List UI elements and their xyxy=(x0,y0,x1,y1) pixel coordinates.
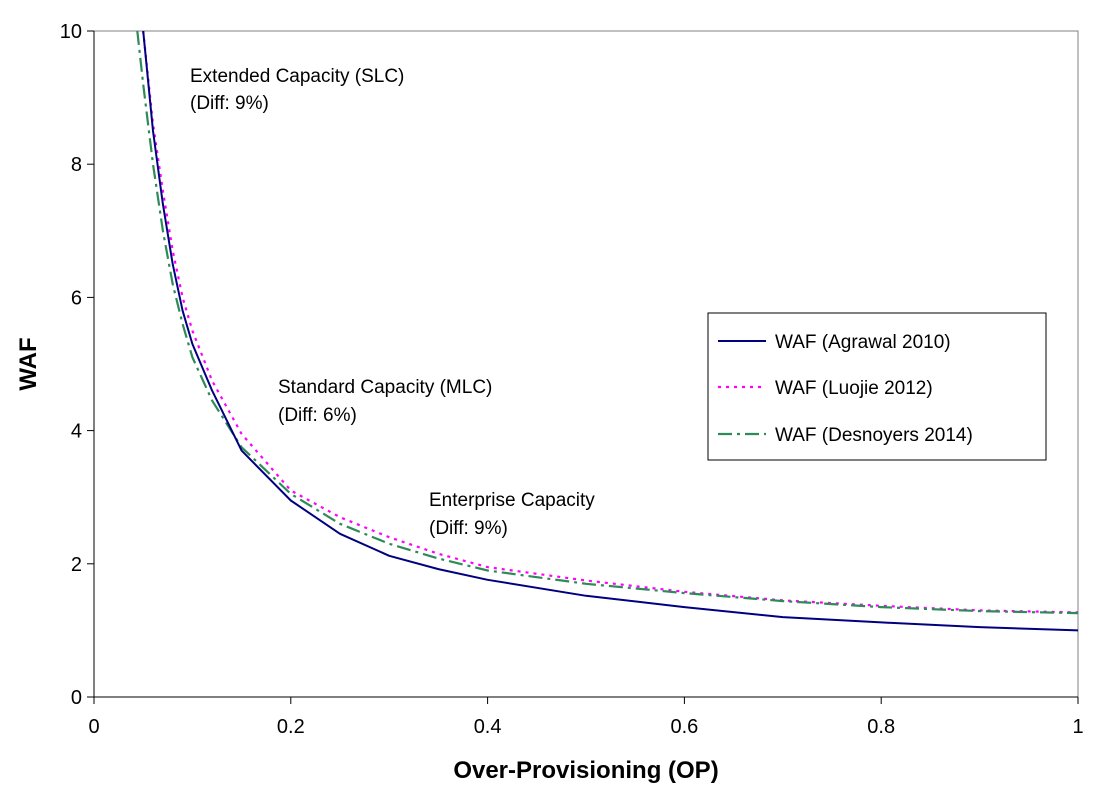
y-tick-label: 6 xyxy=(71,287,82,309)
legend-box xyxy=(707,312,1047,461)
x-tick-label: 0.2 xyxy=(277,716,305,738)
x-tick-label: 0.8 xyxy=(867,716,895,738)
y-tick-label: 2 xyxy=(71,554,82,576)
annotation-line: Standard Capacity (MLC) xyxy=(278,377,492,398)
y-axis-ticks: 0 2 4 6 8 10 xyxy=(60,21,95,709)
x-tick-label: 0 xyxy=(88,716,99,738)
annotation-standard-capacity: Standard Capacity (MLC) (Diff: 6%) xyxy=(278,377,492,426)
annotation-line: Extended Capacity (SLC) xyxy=(190,66,404,87)
annotation-line: Enterprise Capacity xyxy=(429,490,595,511)
annotation-extended-capacity: Extended Capacity (SLC) (Diff: 9%) xyxy=(190,66,404,114)
legend-label-desnoyers: WAF (Desnoyers 2014) xyxy=(775,425,973,446)
legend-label-luojie: WAF (Luojie 2012) xyxy=(775,378,933,399)
x-tick-label: 1 xyxy=(1072,716,1083,738)
y-tick-label: 8 xyxy=(71,154,82,176)
series-layer xyxy=(136,30,1079,632)
annotation-line: (Diff: 6%) xyxy=(278,405,357,426)
x-axis-title: Over-Provisioning (OP) xyxy=(453,757,718,784)
series-line-agrawal xyxy=(142,30,1079,632)
legend-label-agrawal: WAF (Agrawal 2010) xyxy=(775,332,951,353)
annotation-line: (Diff: 9%) xyxy=(429,518,508,539)
y-tick-label: 10 xyxy=(60,21,82,43)
y-tick-label: 0 xyxy=(71,687,82,709)
x-tick-label: 0.4 xyxy=(474,716,502,738)
legend: WAF (Agrawal 2010) WAF (Luojie 2012) WAF… xyxy=(707,312,1047,461)
series-line-desnoyers xyxy=(136,30,1079,615)
x-axis-ticks: 0 0.2 0.4 0.6 0.8 1 xyxy=(88,696,1084,738)
annotation-enterprise-capacity: Enterprise Capacity (Diff: 9%) xyxy=(429,490,595,539)
y-tick-label: 4 xyxy=(71,421,82,443)
x-tick-label: 0.6 xyxy=(670,716,698,738)
annotation-line: (Diff: 9%) xyxy=(190,93,269,114)
y-axis-title: WAF xyxy=(15,337,42,390)
